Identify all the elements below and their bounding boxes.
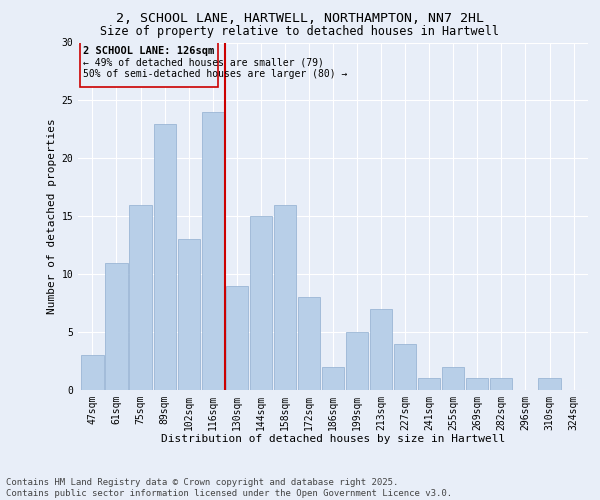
- Text: 2, SCHOOL LANE, HARTWELL, NORTHAMPTON, NN7 2HL: 2, SCHOOL LANE, HARTWELL, NORTHAMPTON, N…: [116, 12, 484, 26]
- Bar: [250, 216, 272, 390]
- Bar: [370, 309, 392, 390]
- Bar: [80, 42, 218, 86]
- Text: 50% of semi-detached houses are larger (80) →: 50% of semi-detached houses are larger (…: [83, 69, 347, 79]
- Bar: [442, 367, 464, 390]
- Bar: [226, 286, 248, 390]
- Bar: [490, 378, 512, 390]
- Bar: [106, 262, 128, 390]
- Bar: [82, 355, 104, 390]
- X-axis label: Distribution of detached houses by size in Hartwell: Distribution of detached houses by size …: [161, 434, 505, 444]
- Bar: [154, 124, 176, 390]
- Y-axis label: Number of detached properties: Number of detached properties: [47, 118, 57, 314]
- Text: Contains HM Land Registry data © Crown copyright and database right 2025.
Contai: Contains HM Land Registry data © Crown c…: [6, 478, 452, 498]
- Bar: [178, 240, 200, 390]
- Text: 2 SCHOOL LANE: 126sqm: 2 SCHOOL LANE: 126sqm: [83, 46, 215, 56]
- Bar: [466, 378, 488, 390]
- Bar: [274, 204, 296, 390]
- Bar: [538, 378, 560, 390]
- Bar: [394, 344, 416, 390]
- Text: ← 49% of detached houses are smaller (79): ← 49% of detached houses are smaller (79…: [83, 58, 323, 68]
- Bar: [202, 112, 224, 390]
- Bar: [418, 378, 440, 390]
- Bar: [346, 332, 368, 390]
- Text: Size of property relative to detached houses in Hartwell: Size of property relative to detached ho…: [101, 25, 499, 38]
- Bar: [130, 204, 152, 390]
- Bar: [298, 298, 320, 390]
- Bar: [322, 367, 344, 390]
